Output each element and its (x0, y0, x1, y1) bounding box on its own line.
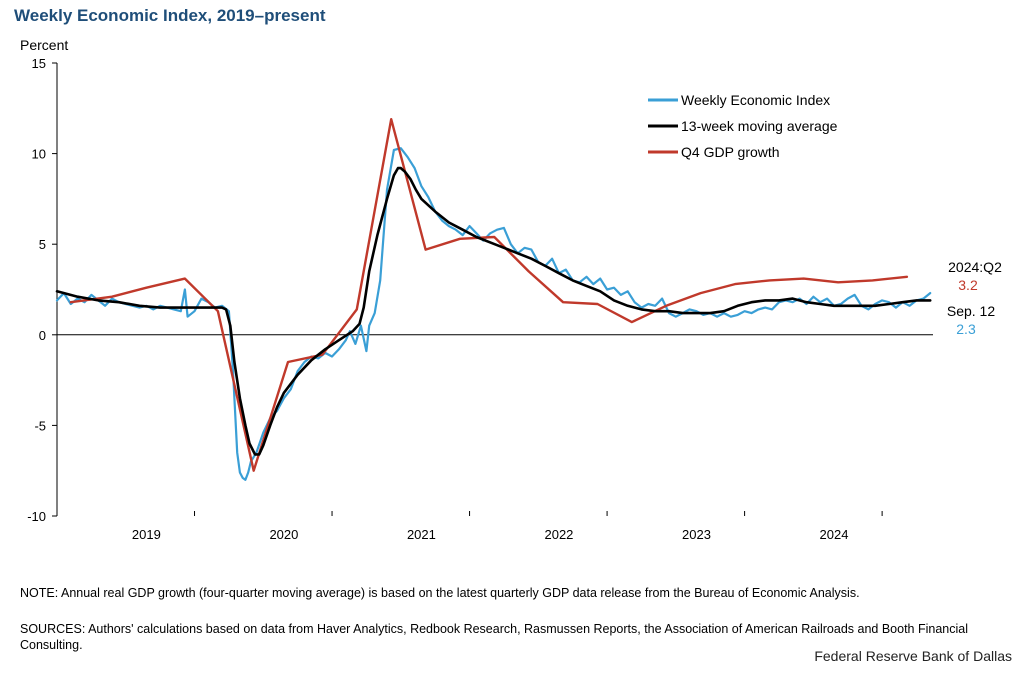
y-tick-label: -10 (27, 509, 46, 524)
chart-note: NOTE: Annual real GDP growth (four-quart… (20, 586, 860, 600)
x-tick-label: 2024 (820, 527, 849, 542)
x-tick-label: 2022 (544, 527, 573, 542)
source-credit: Federal Reserve Bank of Dallas (814, 648, 1012, 664)
chart-title: Weekly Economic Index, 2019–present (14, 6, 326, 25)
x-tick-label: 2021 (407, 527, 436, 542)
chart-axes: -10 -5 0 5 10 15 2019 2020 2021 2022 2023 2024 (27, 56, 933, 542)
y-tick-label: 10 (32, 147, 46, 162)
series-line-0 (55, 147, 932, 481)
x-tick-label: 2019 (132, 527, 161, 542)
series-line-2 (69, 118, 909, 472)
y-axis-label: Percent (20, 37, 69, 53)
y-tick-label: 0 (39, 328, 46, 343)
chart-sources: SOURCES: Authors' calculations based on … (20, 622, 969, 652)
y-tick-label: 15 (32, 56, 46, 71)
annotation-wei-value: 2.3 (956, 321, 976, 337)
line-chart: -10 -5 0 5 10 15 2019 2020 2021 2022 2023 2024 Week… (27, 56, 1002, 542)
annotation-gdp-value: 3.2 (958, 277, 978, 293)
legend-label-2: Q4 GDP growth (681, 144, 780, 160)
x-tick-label: 2023 (682, 527, 711, 542)
annotation-wei-date: Sep. 12 (947, 303, 995, 319)
legend-label-1: 13-week moving average (681, 118, 838, 134)
series-layer (55, 118, 932, 481)
series-line-1 (55, 166, 932, 456)
annotation-gdp-period: 2024:Q2 (948, 259, 1002, 275)
x-tick-label: 2020 (269, 527, 298, 542)
legend: Weekly Economic Index 13-week moving aver… (648, 92, 838, 160)
y-tick-label: 5 (39, 237, 46, 252)
legend-label-0: Weekly Economic Index (681, 92, 830, 108)
y-tick-label: -5 (34, 418, 46, 433)
